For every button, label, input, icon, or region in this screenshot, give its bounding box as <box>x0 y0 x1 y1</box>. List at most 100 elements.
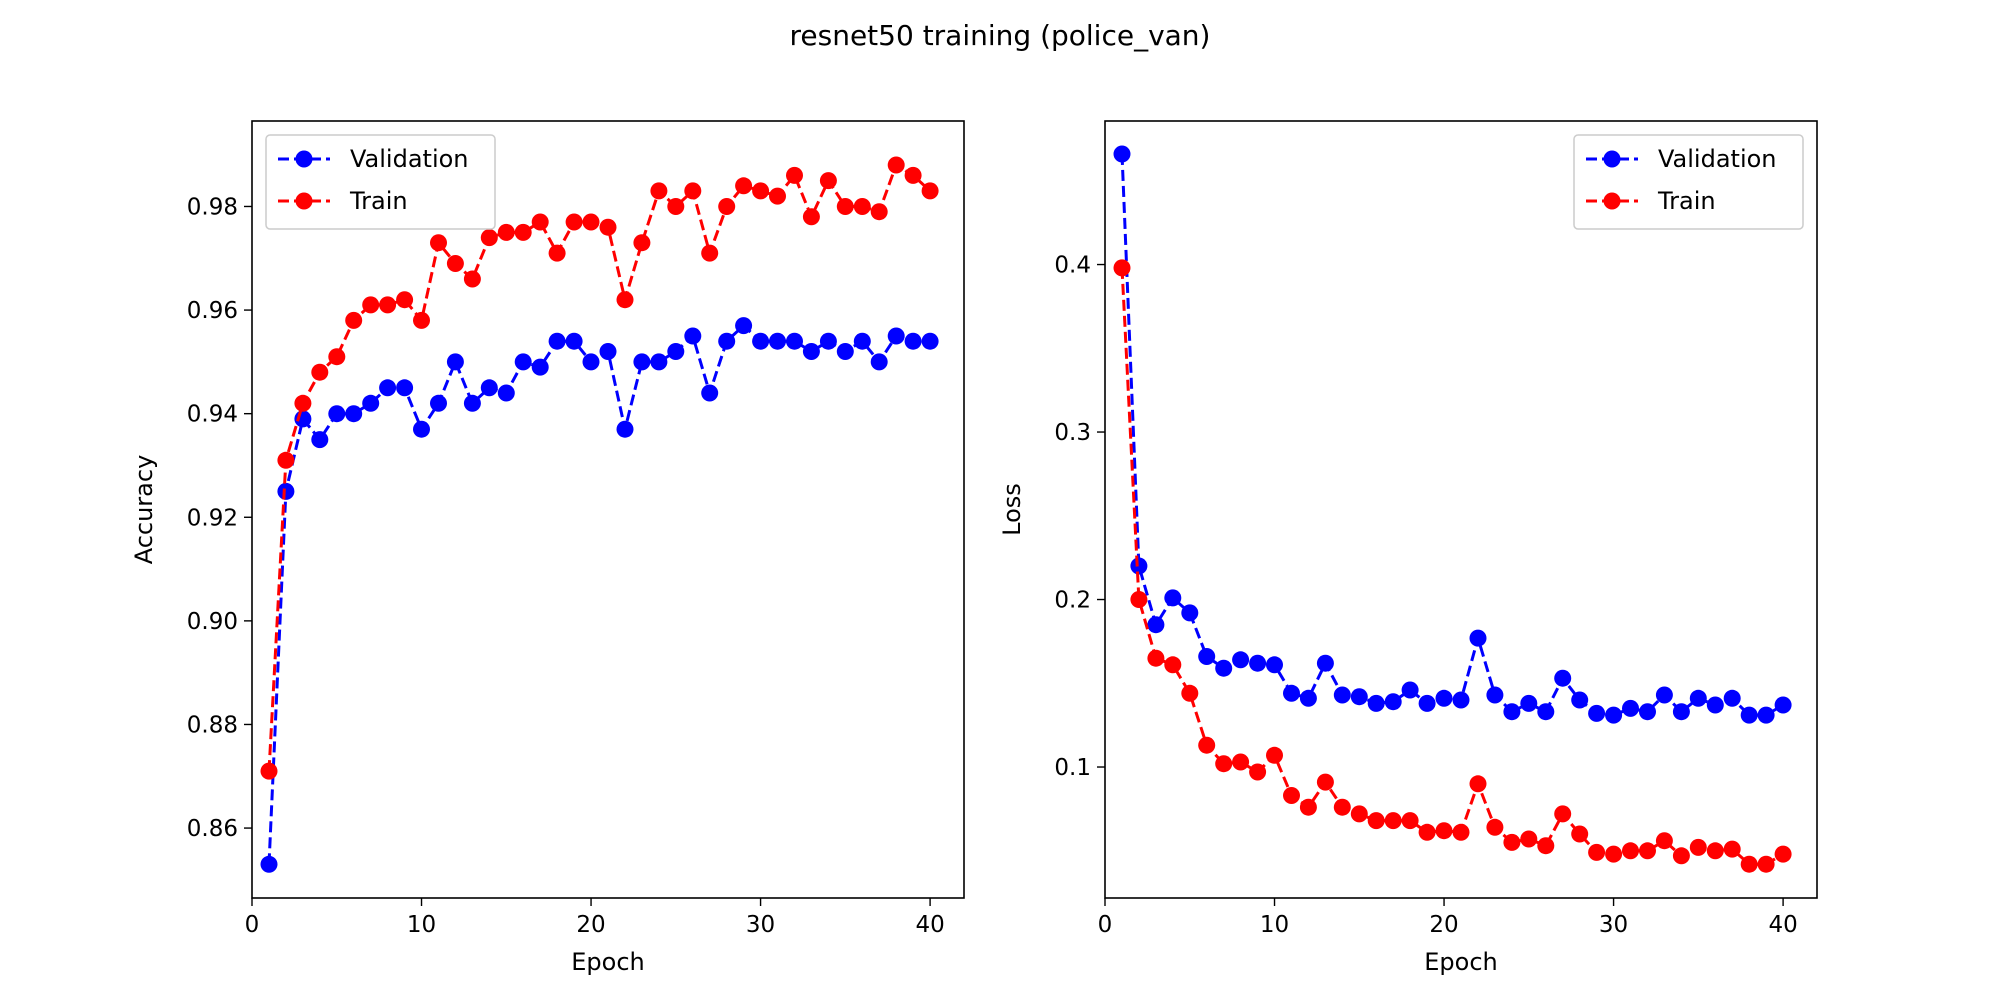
loss-point-train-12 <box>1299 798 1317 816</box>
loss-legend-marker-train <box>1603 192 1621 210</box>
accuracy-point-train-22 <box>616 291 634 309</box>
accuracy-point-train-38 <box>887 156 905 174</box>
accuracy-point-validation-40 <box>921 332 939 350</box>
loss-point-validation-13 <box>1316 654 1334 672</box>
loss-point-validation-15 <box>1350 688 1368 706</box>
accuracy-point-train-4 <box>311 363 329 381</box>
loss-x-axis-label: Epoch <box>1424 948 1498 976</box>
loss-point-validation-10 <box>1266 656 1283 674</box>
accuracy-legend-label-train: Train <box>349 187 408 215</box>
loss-point-validation-35 <box>1689 689 1707 707</box>
loss-point-train-14 <box>1333 798 1351 816</box>
accuracy-ytick-label-0.88: 0.88 <box>187 712 238 738</box>
accuracy-point-validation-19 <box>565 332 583 350</box>
loss-point-train-36 <box>1706 842 1724 860</box>
loss-point-validation-37 <box>1723 689 1741 707</box>
accuracy-point-validation-17 <box>531 358 549 376</box>
accuracy-point-train-32 <box>786 166 803 184</box>
accuracy-point-validation-37 <box>870 353 888 371</box>
accuracy-legend-label-validation: Validation <box>350 145 469 173</box>
loss-point-train-4 <box>1164 656 1182 674</box>
accuracy-point-validation-22 <box>616 420 634 438</box>
loss-point-validation-14 <box>1333 686 1351 704</box>
accuracy-point-train-27 <box>701 244 719 262</box>
accuracy-point-validation-35 <box>836 343 854 360</box>
accuracy-point-validation-23 <box>633 353 651 371</box>
loss-point-train-31 <box>1622 842 1639 860</box>
accuracy-point-train-36 <box>853 198 871 215</box>
loss-point-train-2 <box>1130 591 1148 608</box>
accuracy-point-train-26 <box>684 182 702 200</box>
accuracy-point-train-8 <box>379 296 397 314</box>
loss-point-train-40 <box>1774 845 1792 863</box>
loss-point-validation-38 <box>1740 706 1758 724</box>
accuracy-point-train-24 <box>650 182 668 200</box>
accuracy-point-validation-21 <box>599 343 617 360</box>
accuracy-ytick-label-0.94: 0.94 <box>187 402 238 428</box>
loss-line-validation <box>1120 153 1784 717</box>
accuracy-point-validation-20 <box>582 353 600 371</box>
loss-point-train-17 <box>1384 812 1402 830</box>
accuracy-point-train-3 <box>294 394 312 412</box>
loss-xtick-label-30: 30 <box>1599 912 1628 938</box>
accuracy-point-validation-4 <box>311 431 329 449</box>
loss-point-validation-19 <box>1418 694 1436 712</box>
loss-point-validation-7 <box>1215 659 1233 677</box>
loss-ytick-label-0.4: 0.4 <box>1054 253 1091 279</box>
accuracy-point-train-5 <box>328 348 346 366</box>
accuracy-point-train-30 <box>752 182 770 200</box>
accuracy-point-train-18 <box>548 244 566 262</box>
loss-point-validation-3 <box>1147 616 1165 634</box>
accuracy-xtick-label-20: 20 <box>576 912 605 938</box>
accuracy-point-train-19 <box>565 213 583 231</box>
accuracy-panel: 0 10 20 30 40 0.86 0.88 0.90 0.92 0.94 0.96 0.98 Epo… <box>130 120 965 976</box>
accuracy-point-validation-18 <box>548 332 566 350</box>
accuracy-point-validation-13 <box>463 394 481 412</box>
loss-point-train-25 <box>1520 830 1538 848</box>
loss-point-train-22 <box>1469 775 1487 793</box>
accuracy-point-validation-10 <box>413 420 430 438</box>
accuracy-point-train-21 <box>599 218 617 236</box>
loss-point-train-13 <box>1316 773 1334 791</box>
loss-point-train-34 <box>1672 847 1690 865</box>
accuracy-point-train-10 <box>413 311 430 329</box>
accuracy-point-validation-2 <box>277 482 295 500</box>
loss-point-validation-26 <box>1537 703 1555 721</box>
loss-xtick-label-40: 40 <box>1768 912 1797 938</box>
accuracy-point-validation-32 <box>786 332 803 350</box>
loss-point-train-28 <box>1571 825 1589 843</box>
accuracy-point-validation-24 <box>650 353 668 371</box>
loss-point-train-16 <box>1367 812 1385 830</box>
loss-point-validation-39 <box>1757 706 1775 724</box>
loss-point-train-37 <box>1723 840 1741 858</box>
accuracy-point-validation-14 <box>480 379 498 397</box>
loss-point-validation-21 <box>1452 691 1470 709</box>
accuracy-point-train-17 <box>531 213 549 231</box>
loss-point-validation-4 <box>1164 589 1182 607</box>
loss-ytick-label-0.1: 0.1 <box>1054 755 1091 781</box>
accuracy-point-train-28 <box>718 198 736 215</box>
loss-point-validation-20 <box>1435 689 1453 707</box>
loss-point-train-20 <box>1435 822 1453 840</box>
loss-point-validation-31 <box>1622 699 1639 717</box>
accuracy-point-train-31 <box>769 187 786 205</box>
loss-point-validation-1 <box>1113 145 1131 163</box>
accuracy-point-validation-28 <box>718 332 736 350</box>
accuracy-point-train-15 <box>497 223 515 241</box>
accuracy-point-train-37 <box>870 203 888 221</box>
loss-point-validation-8 <box>1232 651 1250 669</box>
accuracy-point-validation-38 <box>887 327 905 345</box>
loss-legend-box <box>1573 134 1804 230</box>
loss-point-validation-28 <box>1571 691 1589 709</box>
loss-point-train-29 <box>1588 843 1606 861</box>
loss-point-validation-5 <box>1181 604 1199 622</box>
loss-point-validation-25 <box>1520 694 1538 712</box>
accuracy-ytick-label-0.86: 0.86 <box>187 816 238 842</box>
loss-point-validation-36 <box>1706 696 1724 714</box>
loss-point-train-24 <box>1503 833 1521 851</box>
loss-panel: 0 10 20 30 40 0.1 0.2 0.3 0.4 Epoch Loss Validation… <box>998 120 1818 976</box>
loss-point-train-11 <box>1283 787 1300 804</box>
accuracy-point-train-34 <box>819 172 837 190</box>
